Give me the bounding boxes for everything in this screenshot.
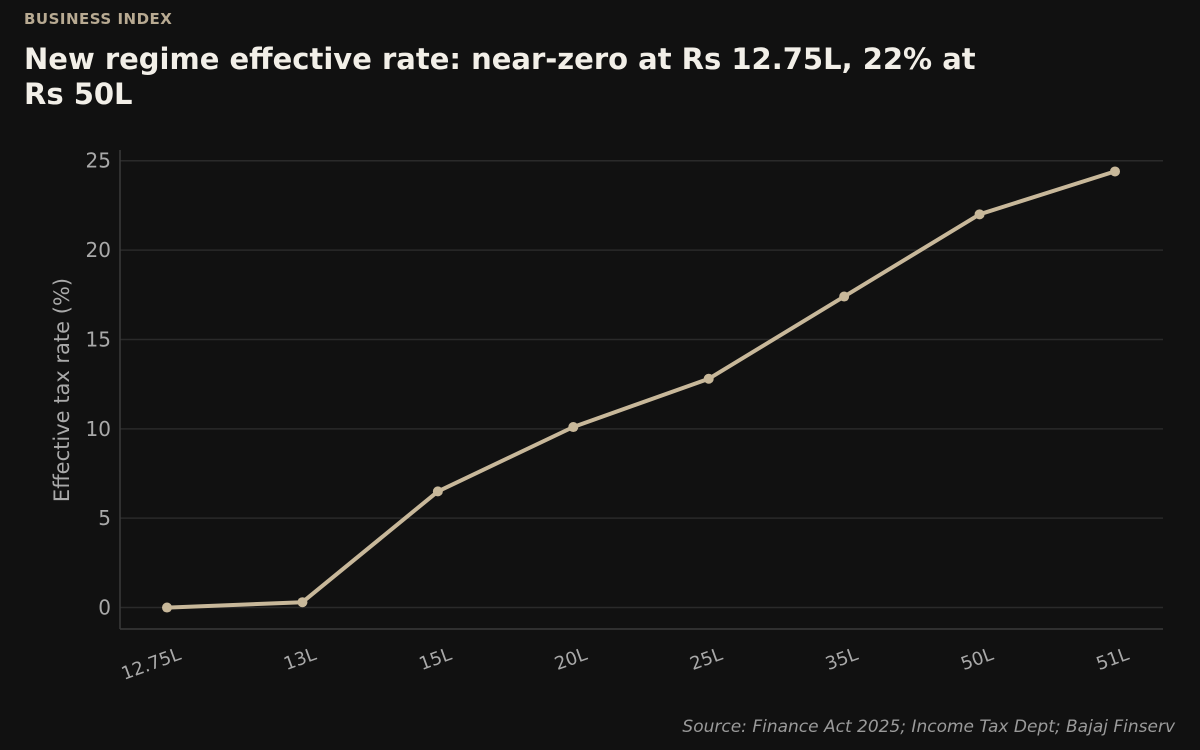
x-tick-label: 25L	[687, 644, 725, 675]
y-tick-label: 25	[86, 149, 111, 173]
data-point	[568, 422, 579, 433]
y-axis-label: Effective tax rate (%)	[50, 278, 74, 502]
x-tick-label: 20L	[552, 644, 590, 675]
source-note: Source: Finance Act 2025; Income Tax Dep…	[682, 717, 1175, 737]
grid-lines	[120, 159, 1163, 609]
x-tick-label: 51L	[1094, 644, 1132, 675]
kicker-label: BUSINESS INDEX	[24, 10, 173, 28]
data-point	[162, 602, 172, 613]
data-point	[974, 209, 985, 220]
y-tick-label: 0	[98, 596, 111, 620]
y-tick-labels: 0 5 10 15 20 25	[86, 149, 111, 620]
y-tick-label: 10	[86, 417, 111, 441]
x-tick-label: 12.75L	[119, 644, 184, 685]
x-tick-label: 15L	[416, 644, 454, 675]
series-line	[165, 169, 1117, 610]
data-point	[839, 291, 850, 302]
series-line-group	[162, 166, 1120, 613]
data-point	[1110, 166, 1120, 177]
y-tick-label: 15	[86, 327, 111, 351]
x-tick-labels: 12.75L 13L 15L 20L 25L 35L 50L 51L	[119, 644, 1132, 685]
axes	[119, 150, 1163, 630]
y-tick-label: 5	[98, 506, 111, 530]
chart-title: New regime effective rate: near-zero at …	[24, 42, 976, 111]
y-tick-label: 20	[86, 238, 111, 262]
data-point	[703, 373, 714, 384]
x-tick-label: 13L	[281, 644, 319, 675]
x-tick-label: 35L	[823, 644, 861, 675]
data-point	[297, 597, 308, 608]
data-point	[432, 486, 443, 497]
x-tick-label: 50L	[958, 644, 996, 675]
